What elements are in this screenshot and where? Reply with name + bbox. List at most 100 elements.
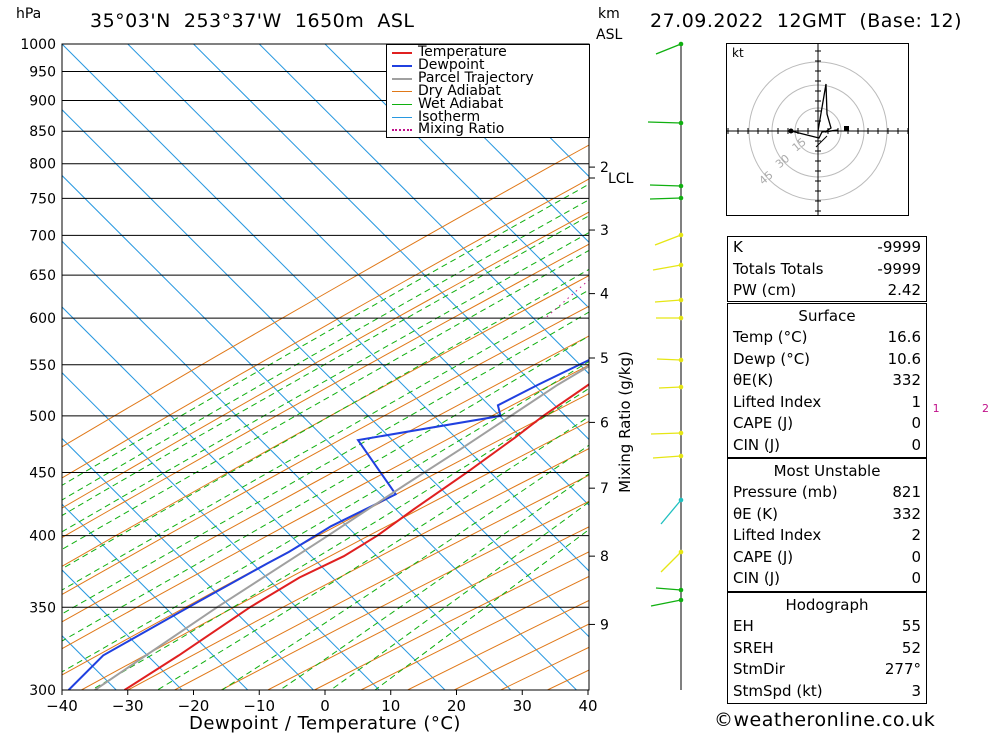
pressure-tick-label: 800: [29, 157, 56, 173]
row-value: 2: [911, 526, 921, 544]
dry-adiabat-line: [62, 305, 589, 596]
hodograph-ring-label: 30: [773, 152, 792, 171]
wind-barb-icon: [656, 358, 682, 361]
mixing-ratio-label: 2: [982, 402, 989, 415]
row-label: CIN (J): [733, 435, 781, 454]
height-tick-label: 4: [600, 287, 609, 303]
legend-swatch: [392, 52, 412, 54]
wind-point-icon: [678, 549, 684, 555]
x-tick-label: 0: [320, 697, 330, 715]
mixing-ratio-label: 1: [933, 402, 940, 415]
row-value: 52: [901, 638, 921, 657]
table-row: StmSpd (kt) 3: [728, 681, 926, 702]
table-row: CAPE (J) 0: [728, 547, 926, 568]
row-value: 332: [892, 371, 921, 389]
storm-motion-marker-icon: [844, 126, 849, 131]
wind-point-icon: [678, 183, 684, 189]
dewpoint-profile: [67, 358, 589, 690]
wind-point-icon: [678, 497, 684, 503]
table-row: StmDir 277°: [728, 659, 926, 680]
most-unstable-title: Most Unstable: [773, 462, 881, 480]
x-tick-label: 40: [578, 697, 597, 715]
surface-title: Surface: [798, 307, 856, 325]
height-tick-label: 3: [600, 223, 609, 239]
temperature-profile: [123, 383, 589, 690]
wind-barb-icon: [658, 386, 682, 389]
height-tick-label: 9: [600, 617, 609, 633]
isotherm-line: [258, 44, 589, 375]
isotherm-line: [62, 503, 249, 690]
dry-adiabat-line: [62, 364, 589, 650]
legend-swatch: [392, 116, 412, 118]
location-title: 35°03'N 253°37'W 1650m ASL: [90, 10, 415, 32]
mixing-ratio-axis-label: Mixing Ratio (g/kg): [616, 351, 634, 493]
wind-point-icon: [678, 587, 684, 593]
table-row: Temp (°C) 16.6: [728, 327, 926, 348]
wind-barb-icon: [655, 43, 682, 55]
pressure-tick-label: 1000: [20, 37, 56, 53]
wind-point-icon: [678, 453, 684, 459]
pressure-tick-label: 650: [29, 268, 56, 284]
row-value: 277°: [884, 660, 921, 678]
dry-adiabat-line: [220, 500, 589, 690]
legend-swatch: [392, 129, 412, 132]
isotherm-line: [456, 44, 589, 178]
wind-point-icon: [678, 195, 684, 201]
row-label: PW (cm): [733, 281, 797, 299]
pressure-tick-label: 300: [29, 683, 56, 699]
hodograph-trace: [790, 83, 839, 139]
x-axis-label: Dewpoint / Temperature (°C): [189, 713, 461, 733]
hodograph-point-icon: [788, 128, 794, 134]
wet-adiabat-line: [279, 473, 589, 690]
pressure-tick-label: 450: [29, 465, 56, 481]
legend-label: Dewpoint: [418, 56, 485, 73]
row-value: 0: [911, 569, 921, 587]
legend-item: Dry Adiabat: [387, 83, 587, 99]
credit-text: ©weatheronline.co.uk: [714, 709, 936, 731]
dry-adiabat-line: [62, 393, 589, 676]
wind-barb-icon: [652, 264, 682, 271]
legend-item: Parcel Trajectory: [387, 69, 587, 86]
row-label: Lifted Index: [733, 526, 822, 544]
isotherm-line: [193, 44, 589, 441]
pressure-tick-label: 700: [29, 228, 56, 244]
row-value: 3: [911, 681, 921, 700]
height-tick-label: 6: [600, 415, 609, 431]
table-row: Lifted Index 2: [728, 525, 926, 546]
dry-adiabat-line: [62, 275, 589, 567]
row-label: Dewp (°C): [733, 349, 811, 368]
pressure-tick-label: 500: [29, 409, 56, 425]
row-value: -9999: [877, 259, 921, 278]
row-label: StmSpd (kt): [733, 681, 823, 700]
hodograph-table-title: Hodograph: [785, 596, 869, 614]
height-tick-label: 2: [600, 160, 609, 176]
height-unit-km: km: [598, 6, 620, 22]
row-label: θE (K): [733, 504, 778, 523]
pressure-tick-label: 850: [29, 124, 56, 140]
legend-swatch: [392, 103, 412, 105]
isotherm-line: [127, 44, 589, 506]
wind-point-icon: [678, 297, 684, 303]
dry-adiabat-line: [127, 448, 589, 690]
dry-adiabat-line: [174, 474, 589, 690]
wind-point-icon: [678, 357, 684, 363]
row-value: 332: [892, 504, 921, 523]
legend-swatch: [392, 64, 412, 67]
legend-item: Wet Adiabat: [387, 96, 587, 112]
indices-table: K -9999 Totals Totals -9999 PW (cm) 2.42: [727, 236, 927, 302]
wind-barb-icon: [650, 599, 682, 607]
isotherm-line: [62, 437, 314, 690]
row-label: CAPE (J): [733, 414, 794, 432]
table-row: SREH 52: [728, 638, 926, 659]
dry-adiabat-line: [81, 420, 589, 690]
isotherm-line: [62, 306, 446, 690]
plot-frame: [61, 43, 590, 691]
wet-adiabat-line: [62, 311, 589, 615]
row-value: 2.42: [887, 281, 921, 299]
pressure-tick-label: 400: [29, 529, 56, 545]
isotherm-line: [62, 174, 577, 690]
legend-item: Mixing Ratio: [387, 121, 587, 137]
isotherm-line: [324, 44, 589, 309]
legend-label: Parcel Trajectory: [418, 69, 534, 86]
